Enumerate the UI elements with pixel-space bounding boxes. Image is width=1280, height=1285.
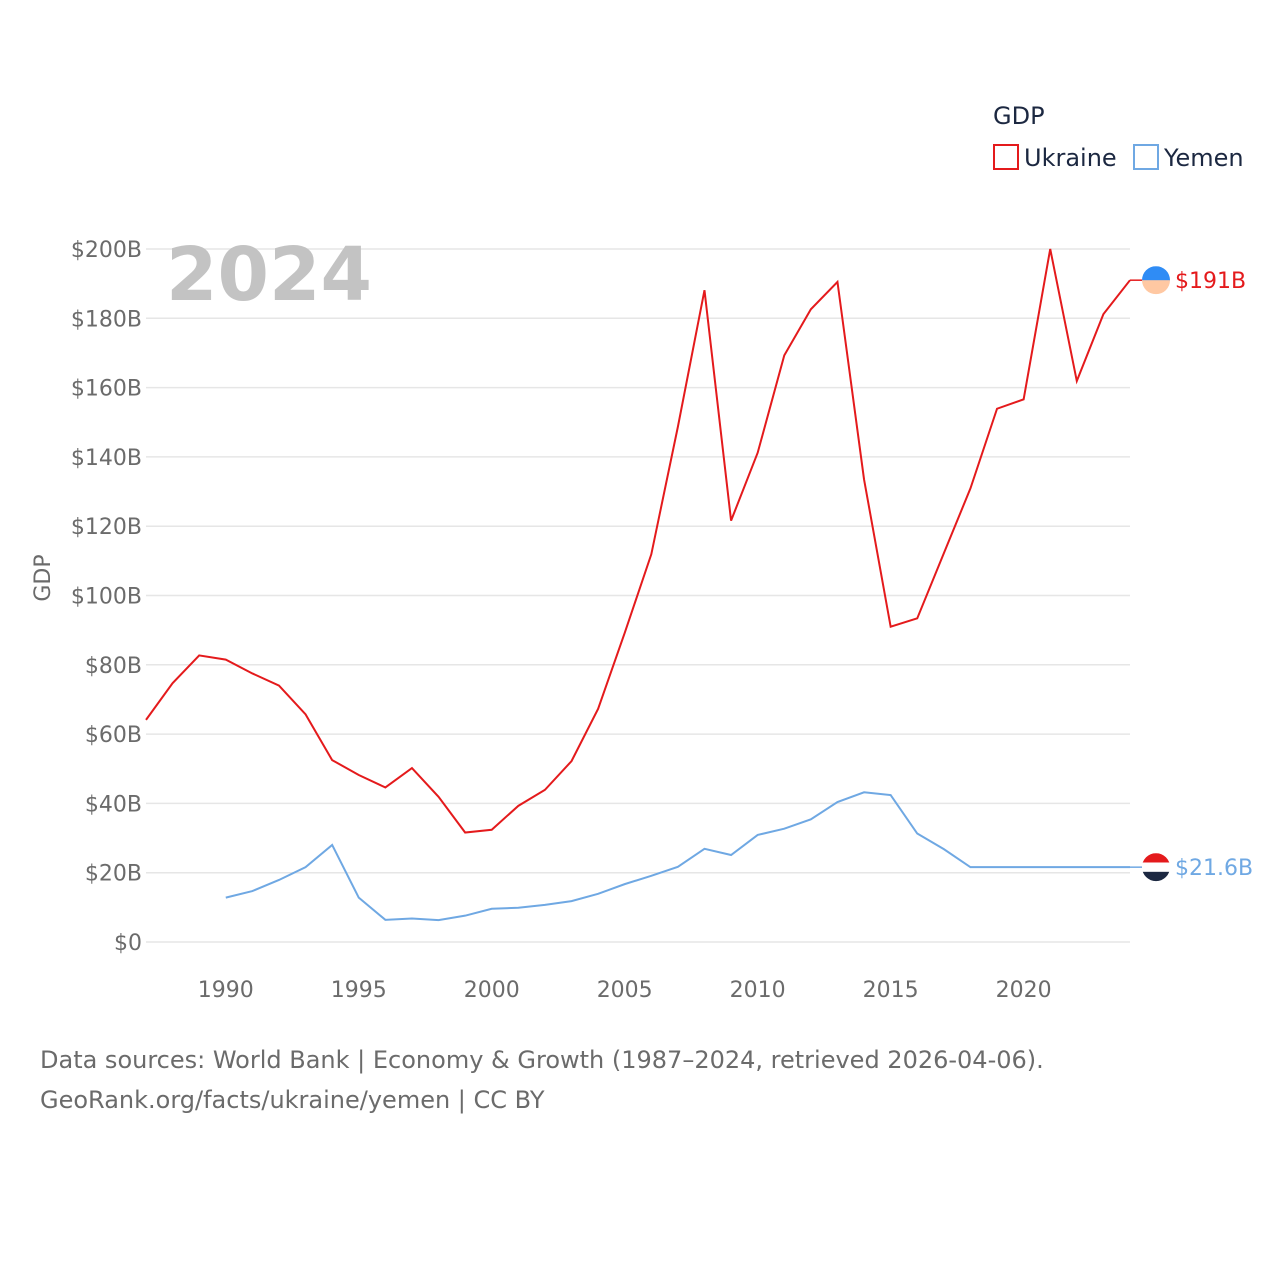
y-tick-label: $180B xyxy=(71,307,142,332)
x-tick-label: 2005 xyxy=(597,978,653,1003)
year-watermark: 2024 xyxy=(166,232,372,318)
y-tick-label: $100B xyxy=(71,585,142,610)
legend-label-ukraine: Ukraine xyxy=(1024,144,1117,172)
legend-swatch-yemen xyxy=(1133,144,1159,170)
y-tick-label: $120B xyxy=(71,515,142,540)
y-axis-title: GDP xyxy=(31,554,56,601)
y-axis-ticks: $0 $20B $40B $60B $80B $100B $120B $140B $160B $1… xyxy=(71,238,142,956)
legend: GDP Ukraine Yemen xyxy=(993,102,1244,172)
end-label-yemen: $21.6B xyxy=(1175,856,1253,881)
series-line-ukraine[interactable] xyxy=(145,248,1131,834)
series-line-yemen[interactable] xyxy=(225,791,1130,922)
y-tick-label: $0 xyxy=(114,931,142,956)
legend-item-ukraine[interactable]: Ukraine xyxy=(993,144,1117,172)
y-tick-label: $200B xyxy=(71,238,142,263)
x-tick-label: 2015 xyxy=(863,978,919,1003)
y-tick-label: $40B xyxy=(85,792,142,817)
legend-title: GDP xyxy=(993,102,1045,130)
flag-band xyxy=(1142,266,1170,281)
x-tick-label: 2000 xyxy=(464,978,520,1003)
flag-band xyxy=(1142,862,1170,873)
legend-label-yemen: Yemen xyxy=(1163,144,1244,172)
y-tick-label: $60B xyxy=(85,723,142,748)
flag-band xyxy=(1142,280,1170,295)
legend-item-yemen[interactable]: Yemen xyxy=(1133,144,1244,172)
y-tick-label: $160B xyxy=(71,377,142,402)
series-lines xyxy=(145,248,1131,922)
legend-swatch-ukraine xyxy=(993,144,1019,170)
x-tick-label: 1990 xyxy=(198,978,254,1003)
footer-source: Data sources: World Bank | Economy & Gro… xyxy=(40,1046,1044,1074)
series-end-markers: $191B $21.6B xyxy=(1130,266,1253,882)
flag-icon-ukraine xyxy=(1142,266,1170,295)
flag-band xyxy=(1142,871,1170,882)
end-label-ukraine: $191B xyxy=(1175,269,1246,294)
flag-icon-yemen xyxy=(1142,853,1170,882)
x-tick-label: 1995 xyxy=(331,978,387,1003)
x-tick-label: 2010 xyxy=(730,978,786,1003)
y-tick-label: $80B xyxy=(85,654,142,679)
y-tick-label: $20B xyxy=(85,862,142,887)
x-tick-label: 2020 xyxy=(996,978,1052,1003)
y-tick-label: $140B xyxy=(71,446,142,471)
x-axis-ticks: 1990 1995 2000 2005 2010 2015 2020 xyxy=(198,978,1052,1003)
flag-band xyxy=(1142,853,1170,863)
footer-attribution[interactable]: GeoRank.org/facts/ukraine/yemen | CC BY xyxy=(40,1086,545,1114)
